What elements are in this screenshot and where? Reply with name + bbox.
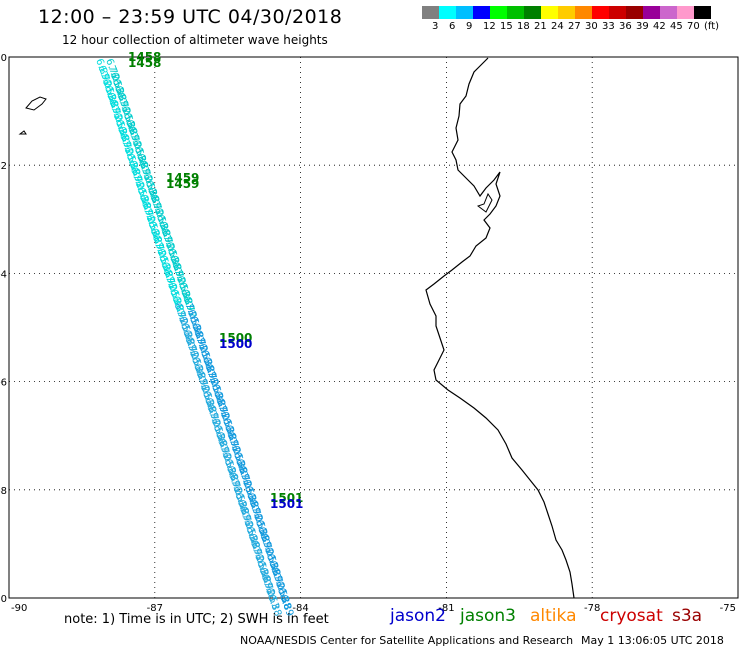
coastline bbox=[425, 57, 575, 599]
color-scale-label: 45 bbox=[670, 21, 683, 32]
color-scale-label: 9 bbox=[466, 21, 473, 32]
color-swatch-4 bbox=[490, 6, 507, 19]
legend-jason3: jason3 bbox=[460, 606, 516, 626]
pass-time-label: 1500 bbox=[219, 337, 252, 351]
color-swatch-6 bbox=[524, 6, 541, 19]
lat-tick-label: -10 bbox=[0, 594, 7, 605]
legend-jason2: jason2 bbox=[390, 606, 446, 626]
color-scale-label: 39 bbox=[636, 21, 649, 32]
color-swatch-14 bbox=[660, 6, 677, 19]
pass-time-label: 1501 bbox=[270, 497, 303, 511]
pass-time-label: 1458 bbox=[128, 56, 161, 70]
color-swatch-5 bbox=[507, 6, 524, 19]
lat-tick-label: 0 bbox=[1, 53, 7, 64]
credit-text: NOAA/NESDIS Center for Satellite Applica… bbox=[240, 634, 574, 647]
color-scale-label: 15 bbox=[500, 21, 513, 32]
color-scale-label: 3 bbox=[432, 21, 439, 32]
color-swatch-3 bbox=[473, 6, 490, 19]
page-subtitle: 12 hour collection of altimeter wave hei… bbox=[62, 33, 328, 47]
axis-ticks: 0 -2 -4 -6 -8 -10 -90 -87 -84 -81 -78 -75 bbox=[0, 53, 736, 614]
lat-tick-label: -2 bbox=[0, 161, 7, 172]
color-swatch-15 bbox=[677, 6, 694, 19]
legend-s3a: s3a bbox=[672, 606, 703, 626]
color-swatch-9 bbox=[575, 6, 592, 19]
lon-tick-label: -81 bbox=[438, 603, 454, 614]
legend-altika: altika bbox=[530, 606, 577, 626]
lon-tick-label: -75 bbox=[720, 603, 736, 614]
map-grid bbox=[9, 57, 738, 598]
pass-time-label: 1459 bbox=[166, 177, 199, 191]
lat-tick-label: -6 bbox=[0, 378, 7, 389]
color-swatch-2 bbox=[456, 6, 473, 19]
color-swatch-13 bbox=[643, 6, 660, 19]
color-scale-label: 70 bbox=[687, 21, 700, 32]
color-swatch-12 bbox=[626, 6, 643, 19]
color-swatch-8 bbox=[558, 6, 575, 19]
island-galapagos-small bbox=[18, 130, 27, 135]
color-scale-label: 27 bbox=[568, 21, 581, 32]
lat-tick-label: -4 bbox=[0, 269, 7, 280]
color-scale-label: 18 bbox=[517, 21, 530, 32]
island-galapagos-large bbox=[25, 96, 47, 111]
color-scale-bar bbox=[422, 6, 711, 19]
units-note: note: 1) Time is in UTC; 2) SWH is in fe… bbox=[64, 612, 329, 627]
credit-timestamp: May 1 13:06:05 UTC 2018 bbox=[581, 634, 724, 647]
color-swatch-0 bbox=[422, 6, 439, 19]
altimeter-tracks: 6.896.727.016.536.886.896.727.016.536.88… bbox=[93, 57, 295, 618]
color-scale-label: 12 bbox=[483, 21, 496, 32]
color-scale-label: 36 bbox=[619, 21, 632, 32]
lat-tick-label: -8 bbox=[0, 486, 7, 497]
color-scale-label: 21 bbox=[534, 21, 547, 32]
lon-tick-label: -87 bbox=[147, 603, 163, 614]
coastline-inlet bbox=[476, 192, 493, 213]
color-swatch-1 bbox=[439, 6, 456, 19]
color-scale-unit: (ft) bbox=[704, 21, 720, 32]
color-scale-label: 24 bbox=[551, 21, 564, 32]
color-swatch-10 bbox=[592, 6, 609, 19]
legend-cryosat: cryosat bbox=[600, 606, 663, 626]
lon-tick-label: -84 bbox=[292, 603, 308, 614]
lon-tick-label: -78 bbox=[584, 603, 600, 614]
page-title: 12:00 – 23:59 UTC 04/30/2018 bbox=[38, 6, 343, 28]
color-scale-label: 42 bbox=[653, 21, 666, 32]
color-scale-label: 6 bbox=[449, 21, 456, 32]
color-swatch-16 bbox=[694, 6, 711, 19]
pass-time-label: 1500 bbox=[219, 331, 252, 345]
pass-time-label: 1458 bbox=[128, 50, 161, 64]
pass-time-label: 1501 bbox=[270, 491, 303, 505]
lon-tick-label: -90 bbox=[11, 603, 27, 614]
map-frame bbox=[8, 56, 739, 599]
color-swatch-7 bbox=[541, 6, 558, 19]
color-scale-label: 33 bbox=[602, 21, 615, 32]
pass-time-label: 1459 bbox=[166, 171, 199, 185]
color-scale-label: 30 bbox=[585, 21, 598, 32]
color-swatch-11 bbox=[609, 6, 626, 19]
color-scale-labels: 3 6 9 12 15 18 21 24 27 30 33 36 39 42 45 70 (ft) bbox=[420, 21, 740, 35]
